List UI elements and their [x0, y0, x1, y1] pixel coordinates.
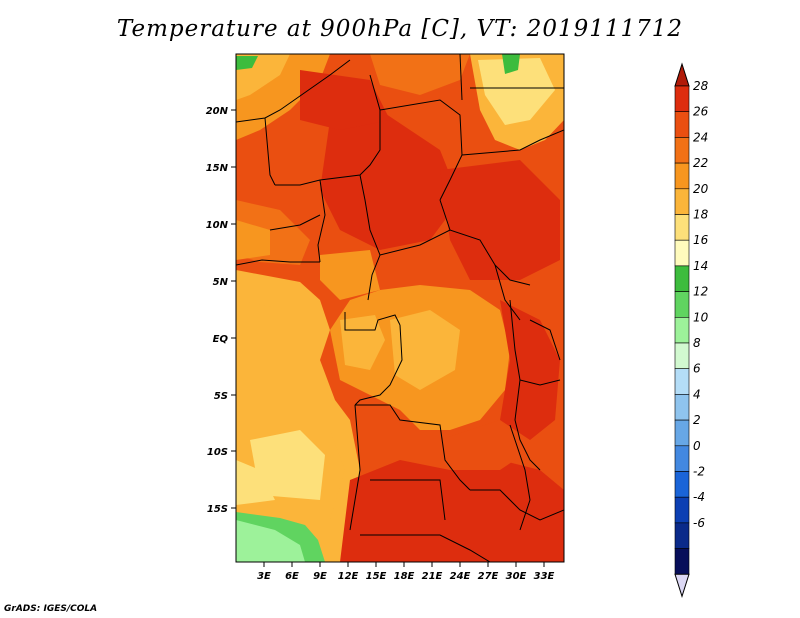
- lat-tick-label: EQ: [213, 334, 229, 345]
- colorbar-swatch: [674, 419, 690, 447]
- colorbar-level-label: 22: [693, 156, 708, 170]
- colorbar-swatch: [674, 111, 690, 138]
- lat-tick-label: 15S: [207, 504, 228, 515]
- lon-tick-label: 18E: [394, 571, 415, 582]
- lon-tick-label: 3E: [257, 571, 271, 582]
- lat-tick-label: 10S: [207, 447, 228, 458]
- lon-tick-label: 30E: [506, 571, 527, 582]
- colorbar-swatch: [674, 548, 690, 575]
- lat-tick-label: 20N: [206, 106, 229, 117]
- colorbar-level-label: 0: [693, 439, 701, 453]
- colorbar-level-label: 20: [693, 182, 709, 196]
- colorbar-level-label: 8: [693, 336, 701, 350]
- colorbar-swatch: [674, 265, 690, 292]
- lon-tick-label: 15E: [366, 571, 387, 582]
- footer-credit: GrADS: IGES/COLA: [4, 604, 98, 614]
- lon-tick-label: 12E: [338, 571, 359, 582]
- colorbar-level-label: 24: [693, 130, 708, 144]
- colorbar-level-label: 4: [693, 387, 701, 401]
- map-title: Temperature at 900hPa [C], VT: 201911171…: [116, 16, 684, 42]
- colorbar-level-label: 10: [693, 310, 709, 324]
- colorbar-swatch: [674, 445, 690, 472]
- colorbar-swatch: [674, 214, 690, 241]
- colorbar-level-label: 18: [693, 208, 709, 222]
- colorbar-swatch: [674, 291, 690, 318]
- colorbar-top-arrow: [674, 62, 690, 87]
- colorbar-level-label: 14: [693, 259, 708, 273]
- lat-tick-label: 5S: [214, 391, 228, 402]
- colorbar-swatch: [674, 496, 690, 524]
- lon-tick-label: 27E: [478, 571, 499, 582]
- colorbar-swatch: [674, 162, 690, 190]
- colorbar-swatch: [674, 188, 690, 215]
- colorbar-swatch: [674, 316, 690, 344]
- lat-tick-label: 15N: [206, 163, 229, 174]
- lat-tick-label: 5N: [213, 277, 229, 288]
- colorbar-swatch: [674, 239, 690, 267]
- colorbar-level-label: 26: [693, 105, 709, 119]
- colorbar-swatch: [674, 85, 690, 113]
- colorbar-bottom-arrow: [674, 573, 690, 598]
- map-frame: [235, 53, 565, 563]
- colorbar-swatch: [674, 368, 690, 395]
- country-borders: [236, 54, 564, 562]
- lat-tick-label: 10N: [206, 220, 229, 231]
- colorbar-swatch: [674, 137, 690, 164]
- colorbar-swatch: [674, 471, 690, 498]
- colorbar-level-label: 28: [693, 79, 709, 93]
- colorbar-level-label: -6: [693, 516, 705, 530]
- lon-axis: 3E 6E 9E 12E 15E 18E 21E 24E 27E 30E 33E: [257, 562, 555, 582]
- lon-tick-label: 24E: [450, 571, 471, 582]
- colorbar-level-label: 16: [693, 233, 709, 247]
- colorbar-level-label: -2: [693, 465, 705, 479]
- colorbar-level-label: 12: [693, 285, 708, 299]
- colorbar-level-label: -4: [693, 490, 705, 504]
- colorbar-level-label: 2: [693, 413, 701, 427]
- colorbar-level-label: 6: [693, 362, 701, 376]
- lon-tick-label: 9E: [313, 571, 327, 582]
- lon-tick-label: 6E: [285, 571, 299, 582]
- colorbar-swatch: [674, 522, 690, 549]
- lat-axis: 20N 15N 10N 5N EQ 5S 10S 15S: [206, 106, 236, 515]
- lon-tick-label: 21E: [422, 571, 443, 582]
- temperature-field: [236, 54, 564, 562]
- colorbar-swatch: [674, 394, 690, 421]
- lon-tick-label: 33E: [534, 571, 555, 582]
- colorbar-swatch: [674, 342, 690, 370]
